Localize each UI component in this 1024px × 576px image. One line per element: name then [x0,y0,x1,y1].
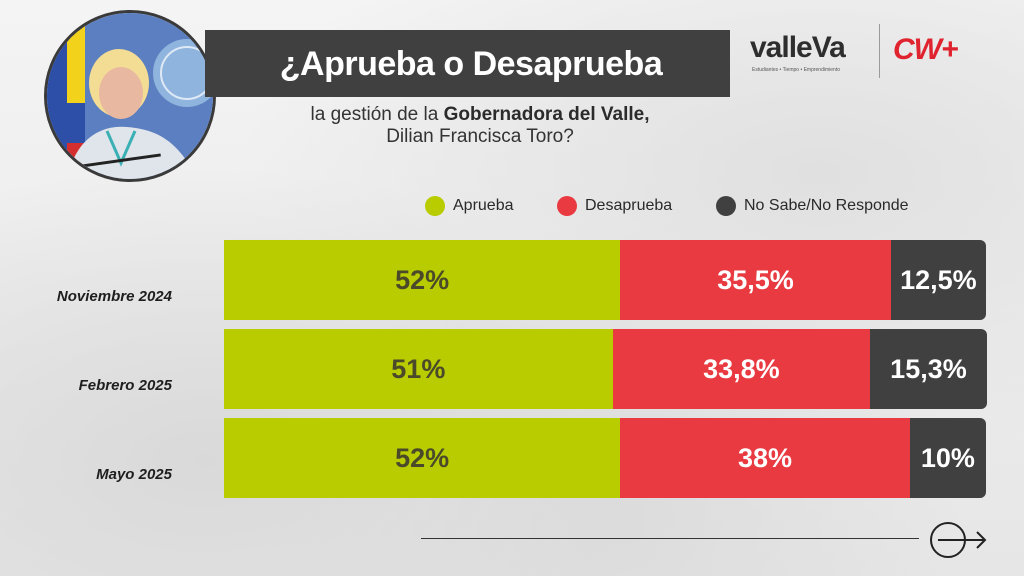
valleva-tagline: Estudiantes • Tiempo • Emprendimiento [752,67,840,73]
portrait-photo [44,10,216,182]
data-label: 35,5% [717,264,794,295]
page-title: ¿Aprueba o Desaprueba [279,45,663,83]
bar-segment-ns-nr: 15,3% [870,329,987,409]
data-label: 52% [395,264,450,295]
legend-swatch-ns-nr [716,196,736,216]
data-label: 12,5% [900,264,977,295]
bar-segment-aprueba: 52% [224,240,621,320]
bar-segment-desaprueba: 38% [620,418,910,498]
cw-plus-logo: CW+ [893,33,958,66]
legend-label-ns-nr: No Sabe/No Responde [744,197,909,214]
bar-segment-desaprueba: 35,5% [620,240,891,320]
portrait-illustration [47,13,213,179]
title-banner [205,30,730,97]
subtitle-emphasis: Gobernadora del Valle, [443,104,650,125]
legend-label-aprueba: Aprueba [453,197,514,214]
data-label: 38% [737,442,793,473]
category-label: Febrero 2025 [78,377,172,394]
legend-swatch-desaprueba [557,196,577,216]
data-label: 10% [920,442,975,473]
bar-segment-ns-nr: 10% [909,418,986,498]
legend-label-desaprueba: Desaprueba [585,197,673,214]
subtitle: la gestión de la Gobernadora del Valle, … [250,104,710,148]
valleva-logo: valleVa Estudiantes • Tiempo • Emprendim… [750,30,870,76]
footer-rule [421,538,919,539]
bar-segment-desaprueba: 33,8% [612,329,871,409]
legend-swatch-aprueba [425,196,445,216]
logo-divider [879,24,880,78]
subtitle-intro: la gestión de la [310,104,444,125]
bar-segment-aprueba: 51% [224,329,613,409]
category-label: Mayo 2025 [96,466,172,483]
data-label: 15,3% [890,353,967,384]
bar-segment-aprueba: 52% [224,418,621,498]
data-label: 33,8% [703,353,780,384]
arrow-right-circle-icon[interactable] [928,520,988,560]
category-label: Noviembre 2024 [56,288,172,305]
valleva-logo-text: valleVa [750,31,846,64]
data-label: 51% [391,353,446,384]
data-label: 52% [395,442,450,473]
bar-segment-ns-nr: 12,5% [890,240,986,320]
subtitle-line-two: Dilian Francisca Toro? [386,126,574,147]
